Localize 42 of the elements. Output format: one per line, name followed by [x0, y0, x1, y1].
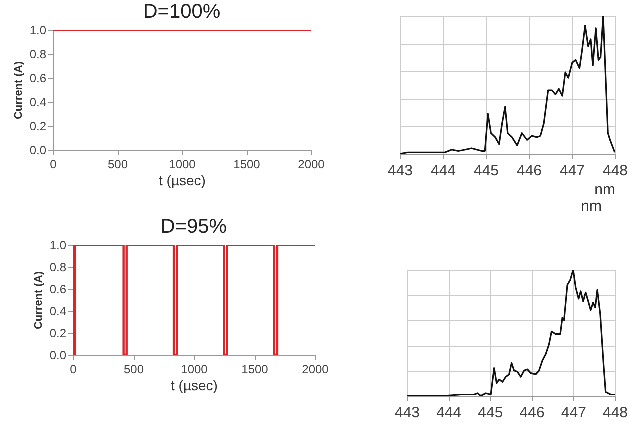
y-tick-label: 0.4: [30, 96, 47, 110]
x-tick-label: 445: [478, 404, 504, 422]
x-tick-label: 0: [70, 362, 78, 376]
chart-title: D=95%: [160, 216, 228, 238]
x-tick-label: 1500: [242, 362, 269, 376]
x-tick-label: 1000: [181, 362, 208, 376]
x-tick-label: 500: [108, 158, 128, 172]
x-tick-label: 1500: [234, 158, 261, 172]
x-tick-label: 448: [602, 162, 628, 180]
x-tick-label: 2000: [302, 362, 330, 376]
x-tick-label: 444: [430, 162, 456, 180]
x-tick-label: 447: [561, 404, 586, 422]
y-tick-label: 0.8: [50, 260, 67, 274]
x-tick-label: 444: [436, 404, 462, 422]
x-tick-label: 446: [520, 404, 545, 422]
y-tick-label: 0.8: [30, 48, 47, 62]
y-tick-label: 0.4: [50, 304, 67, 318]
x-axis-title: t (µsec): [171, 378, 218, 394]
x-tick-label: 448: [602, 404, 628, 422]
x-tick-label: 500: [124, 362, 144, 376]
text: nm: [581, 198, 602, 215]
y-tick-label: 1.0: [30, 24, 47, 38]
y-axis-title: Current (A): [32, 271, 45, 330]
x-tick-label: 447: [560, 162, 586, 180]
chart-title: D=100%: [143, 1, 221, 23]
x-tick-label: 0: [50, 158, 58, 172]
x-axis-title: t (µsec): [159, 172, 206, 188]
x-tick-label: 1000: [169, 158, 196, 172]
y-tick-label: 0.6: [30, 72, 47, 86]
y-tick-label: 0.6: [50, 282, 67, 296]
x-tick-label: 443: [394, 404, 420, 422]
x-tick-label: 446: [516, 162, 542, 180]
y-tick-label: 1.0: [50, 238, 67, 252]
x-axis-title: nm: [594, 182, 616, 198]
y-tick-label: 0.2: [30, 120, 47, 134]
x-tick-label: 2000: [298, 158, 326, 172]
y-axis-title: Current (A): [12, 61, 25, 120]
y-tick-label: 0.0: [50, 348, 67, 362]
y-tick-label: 0.0: [30, 144, 47, 158]
x-tick-label: 443: [388, 162, 414, 180]
y-tick-label: 0.2: [50, 326, 67, 340]
x-tick-label: 445: [474, 162, 500, 180]
